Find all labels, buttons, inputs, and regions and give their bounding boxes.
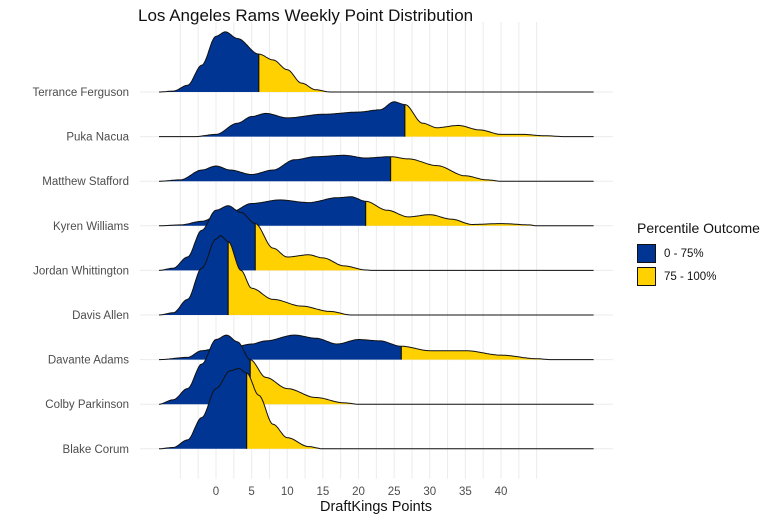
y-axis-label: Kyren Williams bbox=[53, 221, 129, 233]
chart-title: Los Angeles Rams Weekly Point Distributi… bbox=[138, 6, 474, 25]
ridge-area-low bbox=[159, 31, 259, 92]
y-axis-label: Puka Nacua bbox=[66, 132, 129, 144]
legend: Percentile Outcome 0 - 75% 75 - 100% bbox=[637, 220, 760, 288]
ridge-area-high bbox=[255, 223, 373, 271]
y-axis-label: Colby Parkinson bbox=[45, 399, 129, 411]
y-axis-label: Blake Corum bbox=[63, 444, 129, 456]
ridge-area-high bbox=[401, 346, 551, 360]
ridge-area-high bbox=[390, 156, 501, 182]
legend-label-low: 0 - 75% bbox=[664, 247, 704, 260]
ridge-outline bbox=[159, 101, 594, 138]
ridge-area-low bbox=[159, 368, 247, 449]
ridge-area-low bbox=[159, 335, 402, 360]
ridge-outline bbox=[158, 205, 594, 271]
ridge-area-high bbox=[365, 201, 537, 226]
y-axis-labels: Terrance Ferguson Puka Nacua Matthew Staff… bbox=[32, 87, 129, 456]
y-axis-label: Davante Adams bbox=[48, 355, 129, 367]
legend-swatch-low bbox=[637, 244, 656, 263]
x-tick-label: 15 bbox=[316, 486, 329, 498]
legend-item-high: 75 - 100% bbox=[637, 265, 760, 288]
x-tick-label: 20 bbox=[352, 486, 365, 498]
y-axis-label: Terrance Ferguson bbox=[32, 87, 129, 99]
ridge-area-high bbox=[258, 54, 330, 92]
y-axis-label: Jordan Whittington bbox=[33, 265, 129, 277]
legend-item-low: 0 - 75% bbox=[637, 242, 760, 265]
ridge-layer bbox=[158, 31, 594, 450]
ridge-area-high bbox=[404, 104, 566, 137]
ridge-area-high bbox=[246, 373, 323, 449]
x-tick-label: 35 bbox=[459, 486, 472, 498]
ridge-outline bbox=[158, 334, 594, 405]
x-axis-title: DraftKings Points bbox=[320, 499, 432, 515]
x-tick-label: 10 bbox=[281, 486, 294, 498]
x-tick-label: 30 bbox=[423, 486, 436, 498]
ridge-area-low bbox=[194, 101, 405, 137]
legend-label-high: 75 - 100% bbox=[664, 270, 717, 283]
x-tick-label: 40 bbox=[495, 486, 508, 498]
ridge-puka-nacua bbox=[159, 101, 594, 138]
legend-title: Percentile Outcome bbox=[637, 220, 760, 236]
ridge-outline bbox=[159, 154, 594, 182]
x-tick-label: 0 bbox=[213, 486, 219, 498]
ridge-terrance-ferguson bbox=[159, 31, 594, 93]
ridge-outline bbox=[159, 31, 594, 93]
y-axis-label: Davis Allen bbox=[72, 310, 129, 322]
x-tick-label: 25 bbox=[388, 486, 401, 498]
ridge-blake-corum bbox=[159, 367, 594, 450]
ridge-outline bbox=[158, 235, 594, 316]
ridge-area-low bbox=[159, 235, 229, 315]
ridge-area-high bbox=[228, 241, 352, 315]
ridge-davis-allen bbox=[158, 235, 594, 316]
x-tick-label: 5 bbox=[248, 486, 254, 498]
legend-swatch-high bbox=[637, 267, 656, 286]
ridge-area-low bbox=[159, 155, 391, 182]
ridge-matthew-stafford bbox=[159, 154, 594, 182]
ridge-area-low bbox=[159, 196, 366, 226]
x-axis-ticks: 0 5 10 15 20 25 30 35 40 bbox=[213, 486, 508, 498]
ridge-area-high bbox=[250, 359, 359, 405]
y-axis-label: Matthew Stafford bbox=[42, 176, 129, 188]
ridge-outline bbox=[159, 367, 594, 450]
